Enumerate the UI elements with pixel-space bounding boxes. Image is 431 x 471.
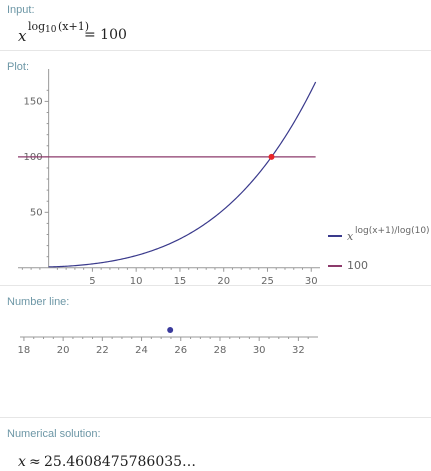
y-tick-label: 150 (24, 96, 43, 107)
number-line-section-label: Number line: (7, 296, 70, 308)
x-tick-label: 30 (305, 276, 318, 285)
input-exponent-arg: (x+1) (58, 20, 90, 33)
number-line-tick-label: 28 (214, 345, 227, 356)
solution-value: 25.4608475786035… (44, 454, 197, 470)
solution-var: x (18, 454, 26, 470)
x-tick-label: 10 (130, 276, 143, 285)
input-exponent-log: log (28, 20, 46, 33)
input-rhs: = 100 (84, 27, 127, 43)
legend-constant-label: 100 (347, 259, 368, 272)
number-line-tick-label: 32 (292, 345, 305, 356)
number-line-point (167, 327, 174, 333)
x-tick-label: 25 (261, 276, 274, 285)
x-tick-label: 20 (217, 276, 230, 285)
number-line-tick-label: 26 (174, 345, 187, 356)
y-tick-label: 50 (30, 207, 43, 218)
solution-approx: ≈ (29, 454, 41, 470)
divider (0, 285, 431, 286)
number-line-tick-label: 24 (135, 345, 148, 356)
intersection-point (268, 153, 275, 160)
divider (0, 50, 431, 51)
legend-curve-exp: log(x+1)/log(10) (355, 226, 430, 236)
input-section-label: Input: (7, 4, 35, 16)
legend-curve-swatch (328, 235, 342, 237)
number-line-tick-label: 20 (57, 345, 70, 356)
plot-section-label: Plot: (7, 61, 30, 73)
number-line-tick-label: 18 (18, 345, 31, 356)
number-line-tick-label: 22 (96, 345, 109, 356)
number-line-tick-label: 30 (253, 345, 266, 356)
legend-curve-base: x (347, 230, 354, 243)
divider (0, 417, 431, 418)
input-exponent-base: 10 (45, 25, 57, 35)
solution-section-label: Numerical solution: (7, 428, 101, 440)
series-curve-line (48, 81, 317, 268)
number-line: 18 20 22 24 26 28 30 32 (18, 327, 318, 356)
input-base: x (18, 27, 27, 45)
legend-constant-swatch (328, 265, 342, 267)
x-tick-label: 15 (174, 276, 187, 285)
x-tick-label: 5 (89, 276, 95, 285)
